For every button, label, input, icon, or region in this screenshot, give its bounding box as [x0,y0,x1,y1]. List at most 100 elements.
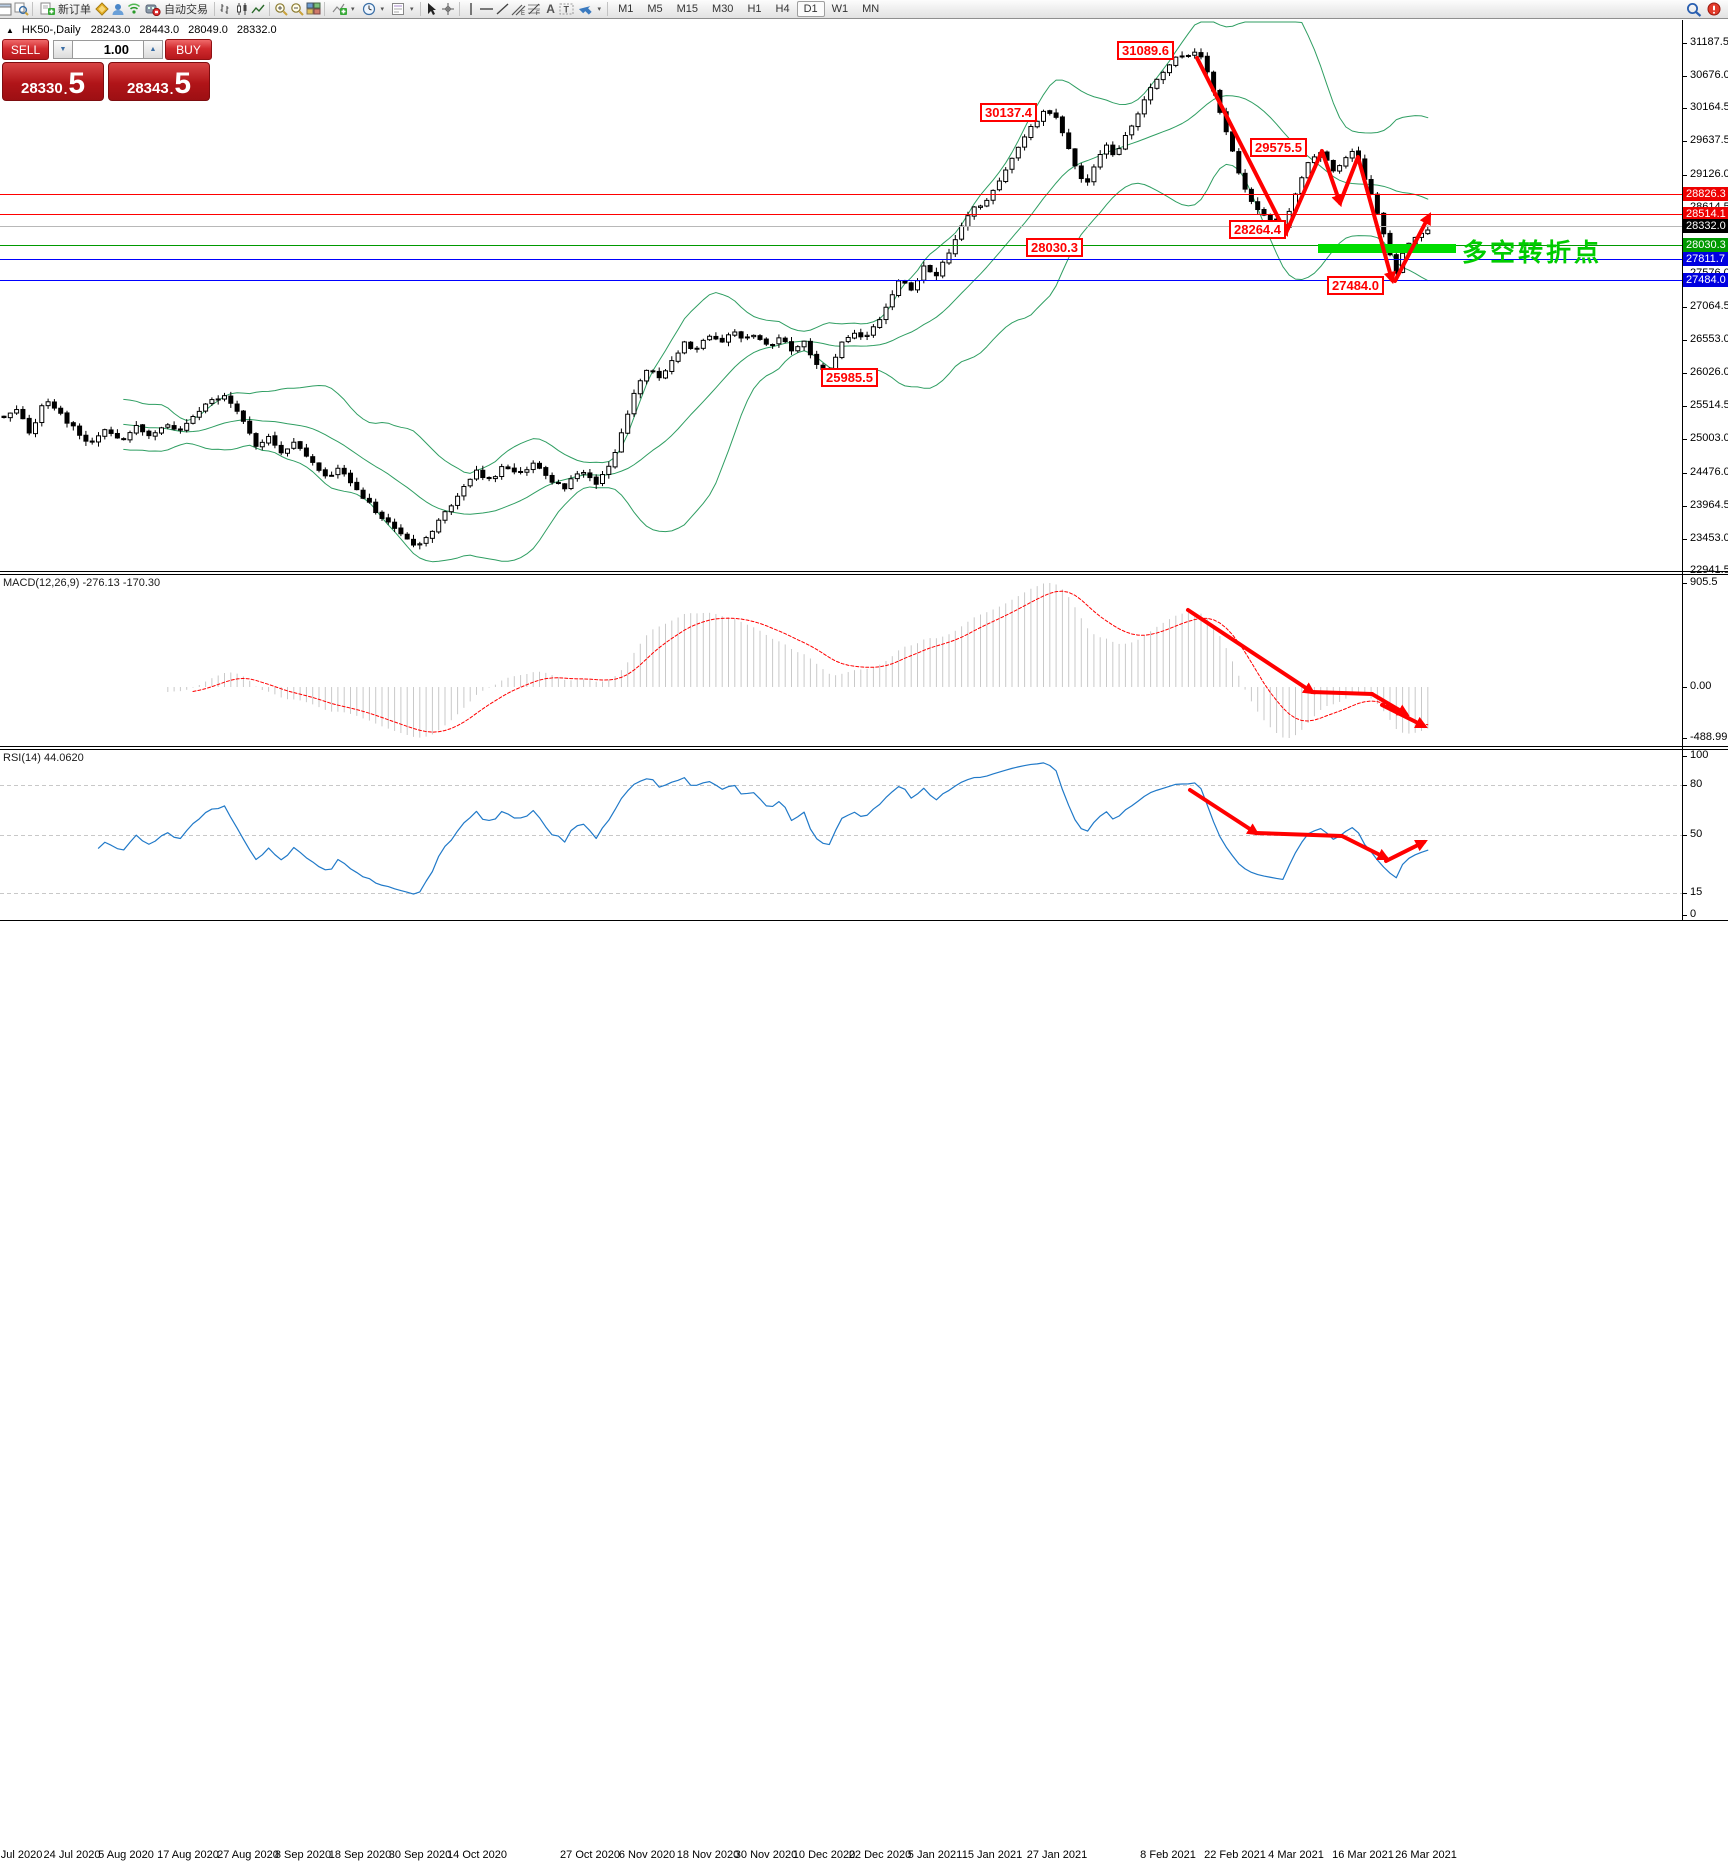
macd-trend-arrow[interactable] [1370,692,1410,717]
rsi-value: 44.0620 [43,752,84,764]
open-value: 28243.0 [90,24,131,36]
volume-input[interactable]: 1.00 [73,40,143,59]
macd-name: MACD(12,26,9) [3,577,80,589]
price-tick: 23453.0 [1690,532,1728,544]
price-tick: 24476.0 [1690,466,1728,478]
time-label: 18 Sep 2020 [328,1849,392,1861]
macd-signal-line[interactable] [192,590,1429,733]
time-label: 4 Jul 2020 [0,1849,43,1861]
main-trend-arrow[interactable] [1393,212,1432,283]
text-icon[interactable]: A [546,2,555,16]
new-order-button[interactable]: 新订单 [36,0,94,18]
one-click-toggle-icon[interactable]: ▲ [6,25,14,35]
time-label: 15 Jan 2021 [961,1849,1023,1861]
main-trend-arrow[interactable] [1338,155,1396,285]
support-zone-bar[interactable] [1318,244,1456,253]
rsi-line[interactable] [97,762,1429,895]
periods-button[interactable]: ▾ [358,1,388,18]
templates-button[interactable]: ▾ [387,1,417,18]
profiles-icon[interactable] [13,2,29,17]
price-annotation[interactable]: 28264.4 [1229,220,1286,239]
timeframe-button-W1[interactable]: W1 [831,3,849,15]
community-icon[interactable] [110,2,126,17]
rsi-axis-tick: 80 [1690,778,1703,790]
volume-decrease-button[interactable]: ▼ [53,40,73,59]
fibonacci-icon[interactable]: F [527,2,543,17]
rsi-axis-tick: 100 [1690,749,1709,761]
price-chart[interactable] [0,0,1728,942]
shapes-button[interactable]: ▾ [575,1,605,18]
vertical-line-icon[interactable] [463,2,479,17]
timeframe-button-M15[interactable]: M15 [676,3,699,15]
timeframe-button-H1[interactable]: H1 [747,3,762,15]
time-label: 8 Feb 2021 [1140,1849,1196,1861]
timeframe-button-M1[interactable]: M1 [618,3,634,15]
buy-button[interactable]: BUY [165,39,212,60]
channel-icon[interactable]: E [511,2,527,17]
zoom-in-icon[interactable] [273,2,289,17]
timeframe-button-M30[interactable]: M30 [712,3,734,15]
search-icon[interactable] [1686,2,1702,17]
horizontal-line-icon[interactable] [479,2,495,17]
rsi-trend-arrow[interactable] [1188,788,1260,836]
notifications-icon[interactable] [1706,2,1722,17]
price-annotation[interactable]: 25985.5 [821,368,878,387]
signals-icon[interactable] [126,2,142,17]
rsi-name: RSI(14) [3,752,41,764]
sell-button[interactable]: SELL [2,39,49,60]
zoom-out-icon[interactable] [289,2,305,17]
toolbar-separator [607,2,609,16]
rsi-axis-tick: 0 [1690,908,1697,920]
toolbar-separator [324,2,325,16]
crosshair-icon[interactable] [440,2,456,17]
price-annotation[interactable]: 27484.0 [1327,276,1384,295]
macd-axis-tick: 0.00 [1690,680,1712,692]
rsi-trend-arrow[interactable] [1384,840,1428,863]
macd-trend-arrow[interactable] [1186,608,1316,695]
turning-point-note[interactable]: 多空转折点 [1462,239,1603,267]
sell-price-box[interactable]: 28330 . 5 [2,62,104,101]
autotrading-button[interactable]: 自动交易 [142,0,211,18]
main-trend-arrow[interactable] [1195,56,1288,237]
price-badge-27484.0: 27484.0 [1683,273,1728,287]
tile-windows-icon[interactable] [305,2,321,17]
rsi-trend-arrow[interactable] [1254,831,1344,838]
macd-trend-arrow[interactable] [1310,690,1374,696]
metaeditor-icon[interactable] [94,2,110,17]
label-icon[interactable]: T [559,2,575,17]
symbol-period-label: HK50-,Daily [21,24,81,36]
timeframe-button-M5[interactable]: M5 [647,3,663,15]
price-annotation[interactable]: 28030.3 [1026,238,1083,257]
timeframe-button-H4[interactable]: H4 [775,3,790,15]
symbol-bar: ▲ HK50-,Daily 28243.0 28443.0 28049.0 28… [6,24,277,36]
bollinger-middle-band[interactable] [123,95,1429,515]
candlestick-chart-icon[interactable] [234,2,250,17]
timeframe-button-MN[interactable]: MN [862,3,880,15]
price-annotation[interactable]: 30137.4 [980,103,1037,122]
rsi-trend-arrow[interactable] [1340,834,1390,860]
timeframe-button-D1[interactable]: D1 [796,1,825,17]
price-tick: 29126.0 [1690,168,1728,180]
volume-increase-button[interactable]: ▲ [143,40,163,59]
trendline-icon[interactable] [495,2,511,17]
buy-price-box[interactable]: 28343 . 5 [108,62,210,101]
price-tick: 31187.5 [1690,36,1728,48]
main-trend-arrow[interactable] [1284,149,1344,235]
indicators-button[interactable]: ▾ [328,1,358,18]
arrow-shape-icon [578,2,594,17]
bar-chart-icon[interactable] [218,2,234,17]
bollinger-upper-band[interactable] [123,21,1429,474]
price-annotation[interactable]: 29575.5 [1250,138,1307,157]
rsi-label: RSI(14) 44.0620 [3,752,84,764]
price-annotation[interactable]: 31089.6 [1117,41,1174,60]
macd-trend-arrow[interactable] [1380,703,1428,728]
toolbar-separator [214,2,215,16]
macd-axis-tick: -488.99 [1690,731,1728,743]
time-label: 5 Aug 2020 [98,1849,154,1861]
cursor-icon[interactable] [424,2,440,17]
bollinger-lower-band[interactable] [123,163,1429,563]
new-chart-icon[interactable] [0,2,13,17]
line-chart-icon[interactable] [250,2,266,17]
autotrading-icon [145,2,161,17]
